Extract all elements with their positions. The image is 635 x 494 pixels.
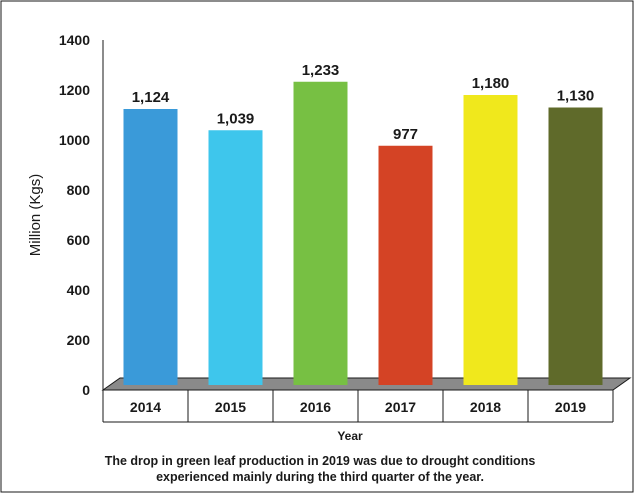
y-tick-labels: 0 200 400 600 800 1000 1200 1400: [59, 32, 90, 398]
data-labels: 1,124 1,039 1,233 977 1,180 1,130: [132, 62, 595, 143]
category-table: [102, 390, 614, 423]
data-label-2018: 1,180: [472, 75, 510, 92]
category-labels: 2014 2015 2016 2017 2018 2019: [130, 399, 586, 415]
category-label-2016: 2016: [300, 399, 331, 415]
data-label-2017: 977: [393, 126, 418, 143]
caption-line-1: The drop in green leaf production in 201…: [105, 454, 536, 468]
bar-2019: [548, 107, 603, 385]
data-label-2015: 1,039: [217, 110, 255, 127]
data-label-2014: 1,124: [132, 89, 170, 106]
category-label-2018: 2018: [470, 399, 501, 415]
category-label-2015: 2015: [215, 399, 246, 415]
bars: [123, 81, 603, 385]
bar-2016: [293, 81, 348, 385]
category-label-2019: 2019: [555, 399, 586, 415]
y-tick-label: 1200: [59, 82, 90, 98]
y-tick-label: 600: [67, 232, 91, 248]
bar-2014: [123, 109, 178, 385]
bar-2017: [378, 145, 433, 385]
y-tick-label: 200: [67, 332, 91, 348]
y-tick-label: 1000: [59, 132, 90, 148]
y-tick-label: 1400: [59, 32, 90, 48]
y-tick-label: 800: [67, 182, 91, 198]
x-axis-label: Year: [337, 429, 363, 443]
bar-2018: [463, 95, 518, 385]
y-tick-label: 0: [82, 382, 90, 398]
data-label-2016: 1,233: [302, 62, 340, 79]
category-label-2017: 2017: [385, 399, 416, 415]
caption-line-2: experienced mainly during the third quar…: [156, 470, 484, 484]
data-label-2019: 1,130: [557, 88, 595, 105]
y-tick-label: 400: [67, 282, 91, 298]
bar-2015: [208, 130, 263, 385]
category-label-2014: 2014: [130, 399, 161, 415]
y-axis-label: Million (Kgs): [27, 174, 44, 257]
